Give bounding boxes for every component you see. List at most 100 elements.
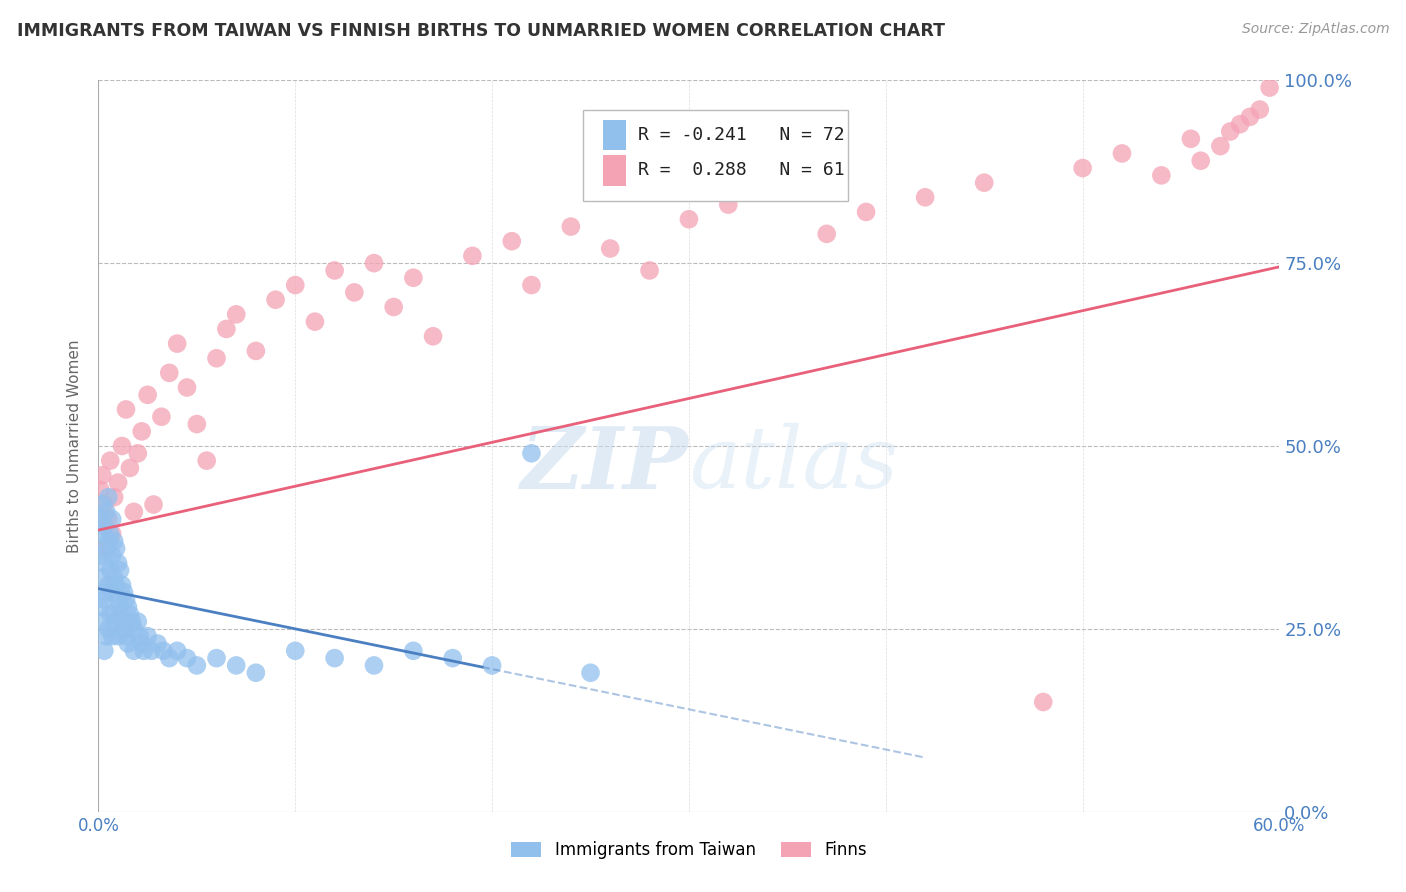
Point [284,278,307,293]
Point [1150,169,1173,183]
Text: R = -0.241   N = 72: R = -0.241 N = 72 [638,126,845,145]
Point [402,270,425,285]
Point [186,658,208,673]
Point [1219,124,1241,138]
Point [117,636,139,650]
Text: R =  0.288   N = 61: R = 0.288 N = 61 [638,161,845,179]
Text: IMMIGRANTS FROM TAIWAN VS FINNISH BIRTHS TO UNMARRIED WOMEN CORRELATION CHART: IMMIGRANTS FROM TAIWAN VS FINNISH BIRTHS… [17,22,945,40]
Point [97,622,120,636]
Point [136,629,159,643]
Point [176,651,198,665]
Point [131,636,153,650]
Point [93,498,115,512]
Point [89,599,111,614]
Point [520,278,543,293]
Point [1249,103,1271,117]
Point [914,190,936,204]
Point [382,300,405,314]
Point [96,629,118,643]
Point [118,461,141,475]
Point [1071,161,1094,175]
Point [107,475,129,490]
Point [323,263,346,277]
Point [101,526,124,541]
Point [461,249,484,263]
Point [501,234,523,248]
Point [98,607,121,622]
Point [141,644,163,658]
Point [101,629,124,643]
Point [98,563,121,577]
Point [136,388,159,402]
Point [105,578,128,592]
Point [121,615,143,629]
Point [115,629,138,643]
Point [363,256,385,270]
Point [195,453,218,467]
Point [89,483,111,497]
Point [103,607,125,622]
Point [127,615,149,629]
Point [115,592,138,607]
Point [131,425,153,439]
Point [91,571,114,585]
Point [225,307,247,321]
FancyBboxPatch shape [582,110,848,201]
Bar [603,120,626,151]
Point [150,409,173,424]
Point [776,183,799,197]
Point [264,293,287,307]
Point [96,541,118,556]
Point [91,526,114,541]
Point [97,512,120,526]
Point [103,571,125,585]
Point [1111,146,1133,161]
Point [97,578,120,592]
Point [101,512,124,526]
Point [103,534,125,549]
Point [89,549,111,563]
Point [122,644,145,658]
Point [128,629,150,643]
Point [93,644,115,658]
Point [678,212,700,227]
Point [717,197,740,211]
Point [115,402,138,417]
Bar [603,155,626,186]
Point [323,651,346,665]
Text: ZIP: ZIP [522,423,689,506]
Point [441,651,464,665]
Point [973,176,995,190]
Point [422,329,444,343]
Point [186,417,208,431]
Point [111,615,134,629]
Point [1239,110,1261,124]
Point [343,285,366,300]
Point [108,563,131,577]
Point [1209,139,1232,153]
Point [97,490,120,504]
Point [142,498,165,512]
Point [101,549,124,563]
Point [520,446,543,460]
Point [402,644,425,658]
Point [304,315,326,329]
Point [117,599,139,614]
Point [1258,80,1281,95]
Point [152,644,174,658]
Point [127,446,149,460]
Point [112,585,135,599]
Legend: Immigrants from Taiwan, Finns: Immigrants from Taiwan, Finns [505,834,873,865]
Point [132,644,155,658]
Point [245,343,267,358]
Point [93,592,115,607]
Point [122,622,145,636]
Point [122,505,145,519]
Point [98,526,121,541]
Point [107,629,129,643]
Point [93,519,115,533]
Point [205,351,228,366]
Point [166,336,188,351]
Point [97,534,120,549]
Point [245,665,267,680]
